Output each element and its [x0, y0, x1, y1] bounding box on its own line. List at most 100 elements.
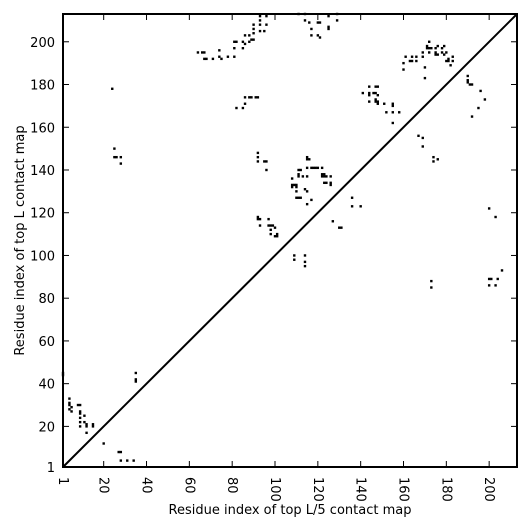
y-tick-label: 160	[30, 121, 55, 136]
contact-point	[440, 46, 444, 50]
contact-point	[487, 284, 491, 287]
contact-point	[297, 173, 300, 176]
y-tick-label: 180	[30, 79, 55, 94]
contact-point	[376, 94, 379, 97]
contact-point	[263, 160, 266, 163]
contact-point	[303, 254, 307, 257]
contact-point	[361, 91, 365, 95]
contact-point	[359, 205, 362, 208]
contact-point	[258, 217, 262, 221]
contact-point	[500, 269, 504, 272]
contact-point	[451, 55, 454, 58]
contact-point	[432, 160, 435, 163]
contact-point	[430, 286, 433, 289]
contact-point	[256, 217, 260, 221]
contact-point	[385, 111, 388, 114]
contact-point	[374, 98, 377, 101]
contact-point	[374, 100, 377, 103]
contact-point	[323, 173, 326, 176]
contact-point	[265, 23, 268, 26]
x-tick-label: 140	[353, 477, 368, 502]
contact-point	[479, 89, 482, 93]
contact-point	[252, 23, 255, 26]
x-axis-label: Residue index of top L/5 contact map	[169, 503, 412, 518]
contact-point	[425, 46, 429, 50]
contact-point	[314, 166, 317, 170]
contact-point	[250, 38, 253, 41]
contact-point	[78, 416, 82, 420]
contact-point	[113, 147, 116, 150]
contact-point	[402, 68, 405, 71]
contact-point	[126, 459, 129, 462]
contact-point	[119, 162, 123, 165]
contact-point	[421, 136, 424, 140]
contact-point	[327, 25, 330, 29]
contact-point	[235, 40, 238, 43]
contact-point	[290, 183, 294, 187]
contact-point	[102, 442, 105, 445]
contact-point	[310, 34, 313, 37]
contact-point	[430, 279, 433, 283]
contact-point	[303, 188, 307, 191]
contact-point	[423, 76, 427, 80]
contact-point	[258, 23, 262, 26]
contact-point	[252, 32, 255, 35]
y-tick-label: 100	[30, 249, 55, 264]
contact-point	[327, 27, 330, 31]
contact-point	[250, 96, 253, 99]
contact-point	[265, 160, 268, 163]
x-axis: 1 20 40 60 80 100 120 140 160 180 200	[55, 14, 496, 502]
contact-point	[267, 224, 270, 227]
contact-point	[338, 226, 341, 229]
contact-point	[434, 46, 437, 50]
contact-point	[119, 155, 123, 159]
contact-point	[415, 55, 418, 58]
contact-point	[201, 51, 204, 54]
contact-point	[275, 232, 279, 236]
contact-point	[316, 166, 320, 170]
contact-point	[85, 425, 88, 428]
contact-point	[267, 217, 270, 221]
contact-point	[470, 83, 474, 86]
contact-point	[256, 151, 260, 155]
contact-point	[327, 14, 330, 18]
contact-point	[410, 59, 414, 63]
contact-point	[310, 166, 313, 170]
contact-point	[256, 160, 260, 163]
contact-point	[423, 66, 427, 69]
contact-point	[305, 202, 309, 206]
contact-point	[372, 91, 375, 95]
contact-point	[241, 46, 245, 50]
contact-point	[271, 224, 275, 227]
contact-point	[269, 228, 272, 232]
contact-point	[329, 181, 332, 185]
contact-point	[466, 74, 469, 78]
contact-point	[119, 459, 123, 462]
contact-point	[323, 175, 326, 178]
x-tick-label: 20	[96, 477, 111, 494]
y-tick-label: 20	[38, 420, 55, 435]
contact-point	[440, 51, 444, 54]
contact-points	[61, 12, 504, 462]
contact-point	[410, 55, 414, 58]
contact-point	[68, 397, 71, 400]
contact-point	[483, 98, 487, 101]
contact-point	[329, 183, 332, 187]
contact-point	[295, 190, 298, 193]
contact-point	[447, 59, 450, 63]
y-tick-label: 60	[38, 335, 55, 350]
contact-point	[477, 106, 480, 110]
x-tick-label: 160	[396, 477, 411, 502]
x-tick-label: 200	[481, 477, 496, 502]
y-tick-label: 80	[38, 292, 55, 307]
contact-point	[218, 55, 221, 58]
contact-point	[470, 115, 474, 118]
contact-point	[134, 371, 138, 375]
contact-point	[258, 14, 262, 18]
contact-point	[68, 401, 71, 405]
contact-point	[252, 38, 255, 41]
contact-point	[308, 21, 311, 24]
contact-point	[297, 168, 300, 172]
contact-point	[111, 87, 114, 90]
